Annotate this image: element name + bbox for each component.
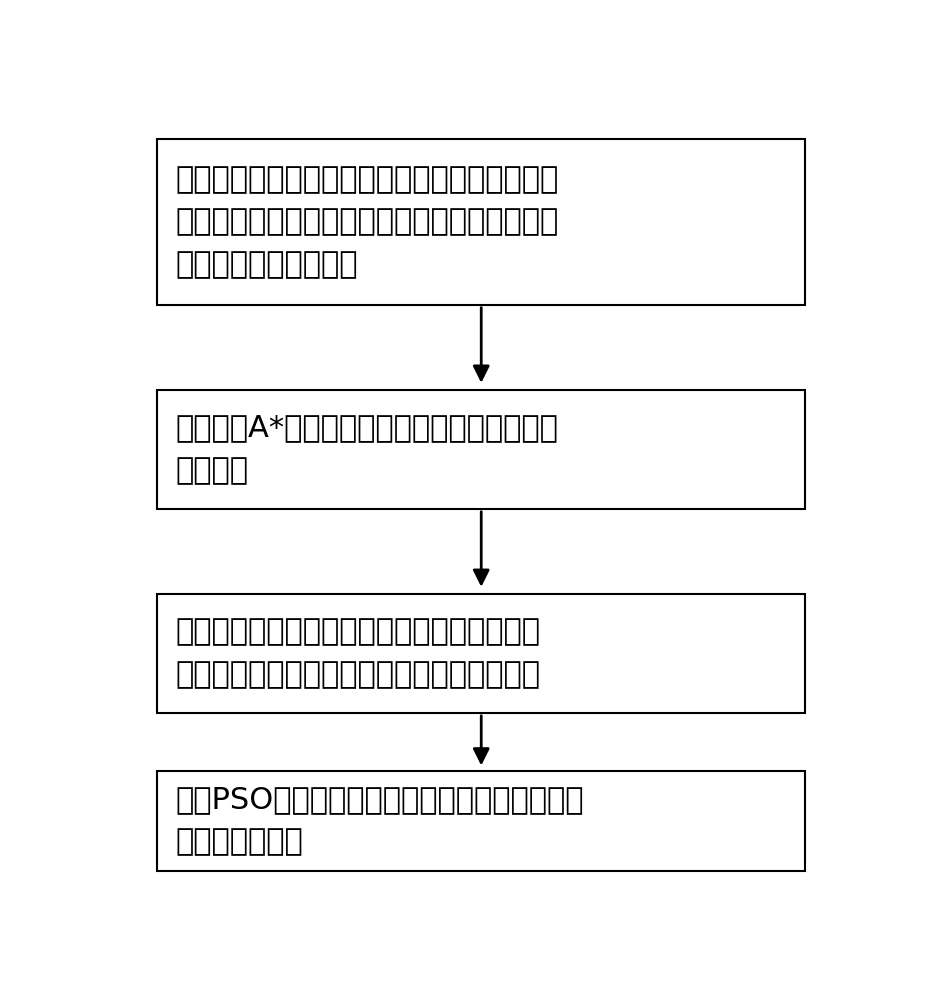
FancyBboxPatch shape [158, 771, 805, 871]
Text: 基于PSO算法对纯跟踪参数的智能化调试从而生
成一条可行轨迹: 基于PSO算法对纯跟踪参数的智能化调试从而生 成一条可行轨迹 [176, 785, 584, 857]
FancyBboxPatch shape [158, 139, 805, 305]
FancyBboxPatch shape [158, 594, 805, 713]
Text: 基于改进A*全局路径规划算法进行寻路，得到
参考路径: 基于改进A*全局路径规划算法进行寻路，得到 参考路径 [176, 413, 559, 485]
FancyBboxPatch shape [158, 389, 805, 509]
Text: 获取室内场景的全局静态栅格地图，栅格地图的
每个节点代表当前位置是障碍物或可通行区域，
并确认起始点和目标点: 获取室内场景的全局静态栅格地图，栅格地图的 每个节点代表当前位置是障碍物或可通行… [176, 165, 559, 279]
Text: 根据路径规划后得到的路径中的控制节点利用
经验参数的纯跟踪算法实现参考轨迹跟踪控制: 根据路径规划后得到的路径中的控制节点利用 经验参数的纯跟踪算法实现参考轨迹跟踪控… [176, 617, 541, 689]
